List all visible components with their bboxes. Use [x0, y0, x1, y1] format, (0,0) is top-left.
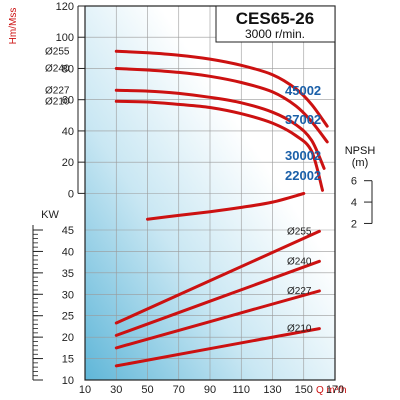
- head-curve-label: Ø210: [45, 96, 70, 107]
- head-curve-label: Ø240: [45, 63, 70, 74]
- curves: [114, 49, 329, 368]
- x-tick-label: 130: [263, 384, 281, 396]
- head-tick-label: 20: [62, 157, 74, 169]
- head-tick-label: 0: [68, 188, 74, 200]
- head-tick-label: 80: [62, 63, 74, 75]
- npsh-label: NPSH: [345, 145, 376, 157]
- power-curve-label: Ø255: [287, 226, 312, 237]
- npsh-tick-label: 2: [351, 218, 357, 230]
- head-curve-label: Ø227: [45, 85, 70, 96]
- power-curve: [114, 327, 321, 368]
- head-curve: [114, 88, 326, 170]
- npsh-curve: [146, 192, 306, 221]
- chart-title: CES65-26: [236, 9, 314, 28]
- power-curve-label: Ø210: [287, 324, 312, 335]
- x-tick-label: 10: [79, 384, 91, 396]
- power-tick-label: 40: [62, 246, 74, 258]
- title-box-frame: [215, 5, 336, 43]
- model-label: 22002: [285, 168, 321, 183]
- head-curve: [114, 99, 324, 192]
- power-curve: [114, 259, 321, 337]
- power-tick-label: 10: [62, 375, 74, 387]
- head-curve: [114, 67, 329, 144]
- model-label: 37002: [285, 112, 321, 127]
- model-label: 30002: [285, 148, 321, 163]
- x-tick-label: 110: [232, 384, 250, 396]
- x-tick-label: 90: [204, 384, 216, 396]
- power-curve: [114, 289, 321, 350]
- power-curve-label: Ø240: [287, 256, 312, 267]
- x-tick-label: 170: [326, 384, 344, 396]
- curve-labels: Ø255 45002 Ø240 37002 Ø227 30002 Ø210 22002 Ø255…: [45, 46, 321, 334]
- npsh-unit: (m): [352, 157, 369, 169]
- power-tick-label: 30: [62, 289, 74, 301]
- power-tick-label: 25: [62, 311, 74, 323]
- model-label: 45002: [285, 83, 321, 98]
- x-tick-label: 30: [110, 384, 122, 396]
- title-box: CES65-26 3000 r/min.: [215, 5, 336, 43]
- head-curve-label: Ø255: [45, 46, 70, 57]
- head-tick-label: 40: [62, 126, 74, 138]
- head-tick-label: 60: [62, 95, 74, 107]
- power-tick-label: 35: [62, 268, 74, 280]
- x-tick-label: 70: [173, 384, 185, 396]
- head-tick-label: 100: [56, 32, 74, 44]
- head-tick-label: 120: [56, 1, 74, 13]
- power-axis-label: KW: [41, 209, 59, 221]
- head-axis-label: Hm/Mss: [8, 8, 19, 45]
- flow-axis-label: Q m³/h: [316, 385, 347, 396]
- x-tick-label: 150: [295, 384, 313, 396]
- power-curve-label: Ø227: [287, 286, 312, 297]
- npsh-tick-label: 4: [351, 197, 357, 209]
- head-curve: [114, 49, 329, 128]
- chart-subtitle: 3000 r/min.: [245, 27, 305, 41]
- x-tick-label: 50: [141, 384, 153, 396]
- power-curve: [114, 229, 321, 325]
- power-tick-label: 20: [62, 332, 74, 344]
- power-tick-label: 45: [62, 225, 74, 237]
- npsh-tick-label: 6: [351, 176, 357, 188]
- power-tick-label: 15: [62, 354, 74, 366]
- axes: 10 30 50 70 90 110 130 150 170 120 100 80 60 40 20 0 45 4…: [32, 1, 373, 396]
